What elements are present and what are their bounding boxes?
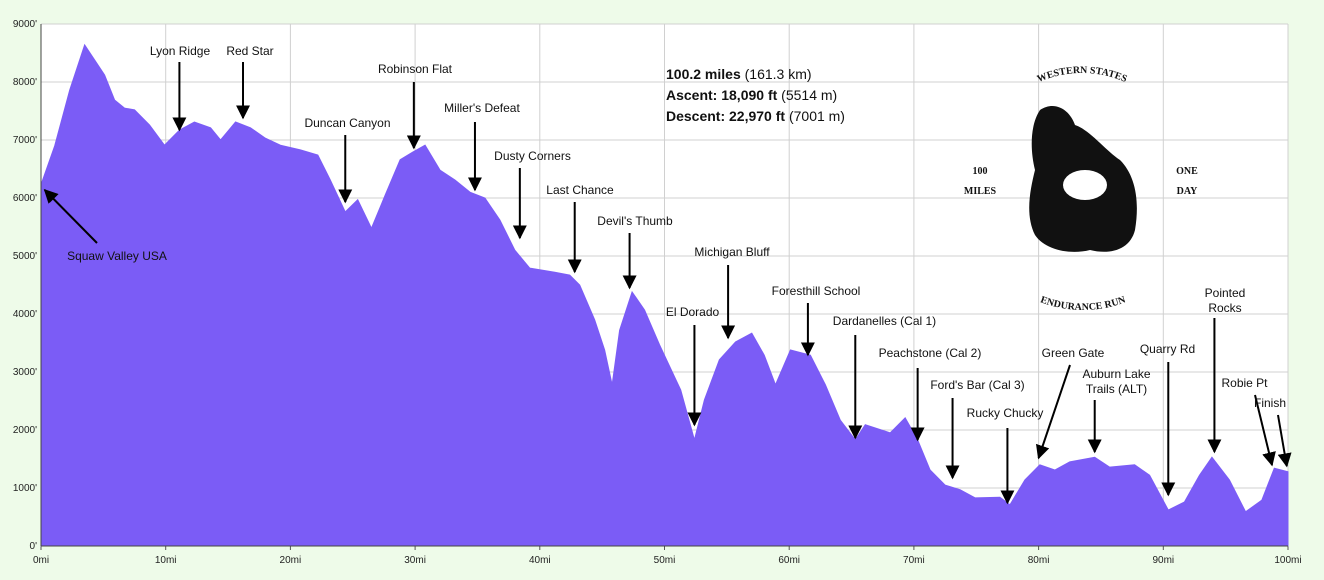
annotation-label: Red Star	[226, 44, 274, 58]
stats-box: 100.2 miles (161.3 km) Ascent: 18,090 ft …	[666, 64, 845, 127]
y-tick-label: 0'	[30, 541, 38, 552]
annotation-label: Devil's Thumb	[597, 214, 673, 228]
annotation-label: Ford's Bar (Cal 3)	[930, 378, 1025, 392]
logo-text: 100	[973, 166, 988, 177]
annotation-label: Duncan Canyon	[304, 116, 391, 130]
stat-row: Descent: 22,970 ft (7001 m)	[666, 106, 845, 127]
annotation-label: El Dorado	[665, 305, 720, 319]
y-tick-label: 3000'	[13, 367, 37, 378]
stat-label: Ascent: 18,090 ft	[666, 87, 778, 103]
stat-row: 100.2 miles (161.3 km)	[666, 64, 845, 85]
y-tick-label: 4000'	[13, 309, 37, 320]
annotation-label: Last Chance	[546, 183, 614, 197]
stat-detail: (7001 m)	[788, 108, 845, 124]
y-tick-label: 9000'	[13, 19, 37, 30]
annotation-label: Rucky Chucky	[966, 406, 1044, 420]
annotation-label: Pointed Rocks	[1204, 286, 1246, 315]
annotation-arrow	[1035, 364, 1071, 460]
annotation-label: Green Gate	[1041, 346, 1105, 360]
annotation-label: Auburn Lake Trails (ALT)	[1082, 367, 1151, 396]
y-tick-label: 7000'	[13, 135, 37, 146]
stat-label: 100.2 miles	[666, 66, 741, 82]
logo-text: ONE	[1176, 166, 1198, 177]
y-tick-label: 5000'	[13, 251, 37, 262]
logo-emblem	[1063, 170, 1107, 200]
y-tick-label: 6000'	[13, 193, 37, 204]
annotation-label: Squaw Valley USA	[67, 249, 167, 263]
x-tick-label: 80mi	[1028, 555, 1050, 566]
annotation-label: Dardanelles (Cal 1)	[832, 314, 937, 328]
annotation-label: Foresthill School	[771, 284, 861, 298]
logo-text: MILES	[964, 186, 997, 197]
annotation-label: Lyon Ridge	[149, 44, 211, 58]
annotation-label: Miller's Defeat	[444, 101, 520, 115]
x-tick-label: 10mi	[155, 555, 177, 566]
x-tick-label: 20mi	[280, 555, 302, 566]
stat-detail: (5514 m)	[781, 87, 838, 103]
x-tick-label: 30mi	[404, 555, 426, 566]
stat-row: Ascent: 18,090 ft (5514 m)	[666, 85, 845, 106]
y-tick-label: 2000'	[13, 425, 37, 436]
annotation-label: Dusty Corners	[494, 149, 571, 163]
x-tick-label: 100mi	[1274, 555, 1301, 566]
x-tick-label: 90mi	[1152, 555, 1174, 566]
annotation-label: Finish	[1253, 396, 1286, 410]
x-tick-label: 40mi	[529, 555, 551, 566]
stat-detail: (161.3 km)	[744, 66, 812, 82]
y-tick-label: 8000'	[13, 77, 37, 88]
x-tick-label: 60mi	[778, 555, 800, 566]
annotation-label: Quarry Rd	[1139, 342, 1196, 356]
annotation-label: Peachstone (Cal 2)	[878, 346, 982, 360]
annotation-label: Michigan Bluff	[694, 245, 770, 259]
annotation-arrow	[1277, 414, 1292, 468]
y-tick-label: 1000'	[13, 483, 37, 494]
annotation-arrow	[43, 189, 98, 244]
annotation-label: Robinson Flat	[377, 62, 453, 76]
x-tick-label: 50mi	[654, 555, 676, 566]
logo-text: DAY	[1177, 186, 1199, 197]
x-tick-label: 0mi	[33, 555, 49, 566]
elevation-area	[40, 43, 1289, 547]
annotation-label: Robie Pt	[1221, 376, 1268, 390]
x-tick-label: 70mi	[903, 555, 925, 566]
stat-label: Descent: 22,970 ft	[666, 108, 786, 124]
annotation-arrow	[1254, 394, 1276, 467]
